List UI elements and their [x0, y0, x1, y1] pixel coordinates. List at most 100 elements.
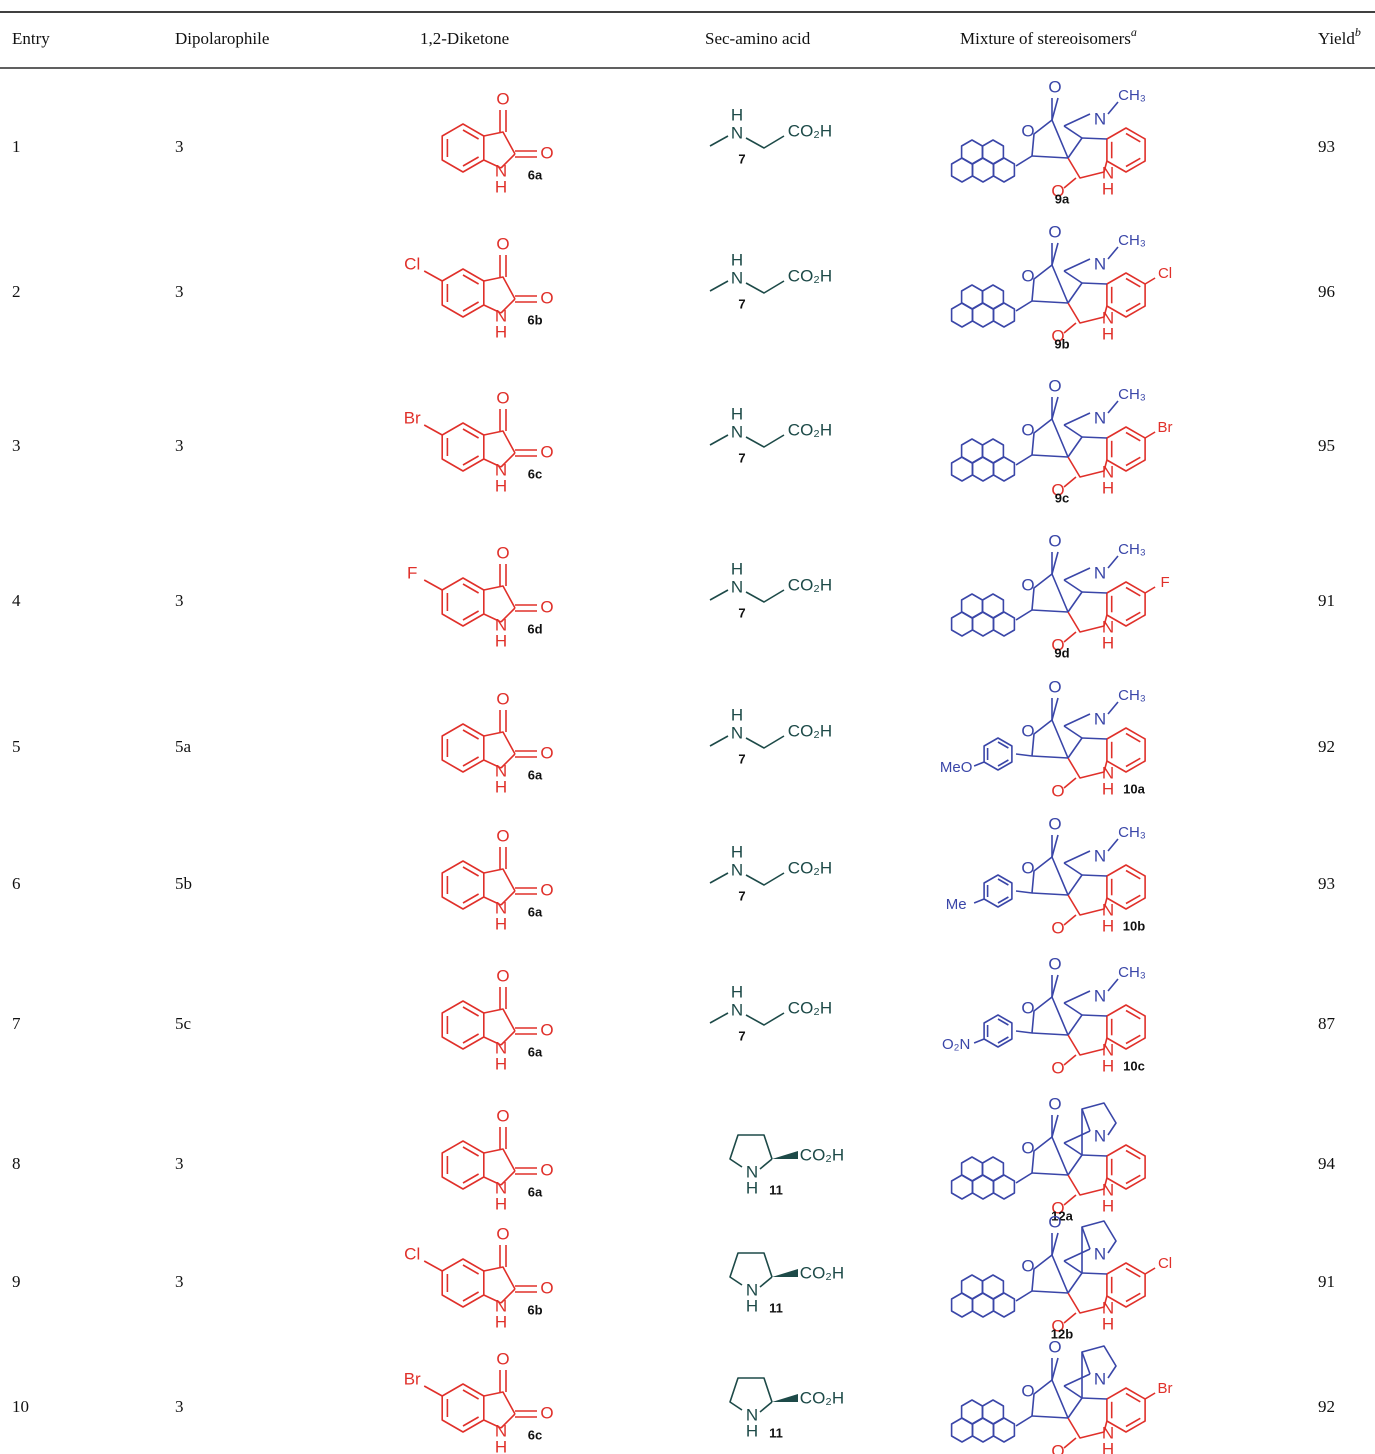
- bond: [1107, 701, 1119, 715]
- atom-label: O: [1051, 1198, 1064, 1217]
- bond: [1031, 155, 1069, 159]
- atom-label: O: [540, 442, 553, 461]
- bond: [745, 735, 785, 749]
- co2h: CO₂H: [788, 858, 832, 877]
- bond: [1051, 396, 1059, 420]
- bond: [981, 1399, 1005, 1425]
- substituent: Cl: [404, 254, 420, 273]
- bond: [1015, 155, 1033, 167]
- atom-label: O: [1048, 1094, 1061, 1113]
- atom-label: O: [1021, 1138, 1034, 1157]
- atom-label: N: [1102, 163, 1114, 182]
- header-text: Mixture of stereoisomers: [960, 29, 1131, 48]
- entry: 8: [12, 1154, 21, 1173]
- bond: [441, 860, 485, 910]
- entry: 10: [12, 1397, 29, 1416]
- bond: [1144, 277, 1156, 285]
- compound-label: 12c: [1051, 1451, 1073, 1454]
- bond: [1067, 1154, 1083, 1176]
- compound-label: 6b: [527, 312, 542, 327]
- column-header: Dipolarophile: [175, 29, 269, 48]
- bond: [1081, 1220, 1117, 1254]
- bond: [500, 298, 516, 314]
- bond: [759, 1401, 773, 1413]
- bond: [483, 759, 502, 769]
- bond: [462, 129, 479, 140]
- bond: [483, 585, 516, 609]
- header-text: Entry: [12, 29, 50, 48]
- bond: [1063, 990, 1091, 1004]
- bond: [709, 280, 729, 292]
- substituent: Cl: [404, 1244, 420, 1263]
- bond: [1031, 1136, 1069, 1176]
- atom-label: O: [540, 743, 553, 762]
- bond: [1067, 1292, 1108, 1314]
- substituent: F: [407, 563, 417, 582]
- compound-label: 6a: [528, 767, 543, 782]
- bond: [1067, 436, 1083, 458]
- yield: 92: [1318, 1397, 1335, 1416]
- atom-label: O: [1048, 814, 1061, 833]
- bond: [1067, 1174, 1108, 1196]
- atom-label: O: [1051, 781, 1064, 800]
- bond: [462, 866, 479, 877]
- bond: [997, 1018, 1009, 1026]
- header-note: b: [1355, 25, 1361, 39]
- dipolarophile: 5c: [175, 1014, 192, 1033]
- bond: [997, 759, 1009, 767]
- atom-label: N: [1102, 1298, 1114, 1317]
- bond: [745, 135, 785, 149]
- atom-label: N: [1094, 254, 1106, 273]
- compound-label: 7: [738, 151, 745, 166]
- bond: [1107, 400, 1119, 414]
- bond: [745, 589, 785, 603]
- atom-label: H: [731, 105, 743, 124]
- bond: [1067, 1014, 1083, 1036]
- bond: [759, 1158, 773, 1170]
- yield: 87: [1318, 1014, 1336, 1033]
- atom-label: N: [495, 615, 507, 634]
- bond: [960, 438, 984, 464]
- atom-label: N: [495, 306, 507, 325]
- bond: [1063, 862, 1083, 876]
- bond: [709, 589, 729, 601]
- bond: [745, 872, 785, 886]
- bond: [709, 135, 729, 147]
- compound-label: 12b: [1051, 1326, 1073, 1341]
- atom-label: N: [1102, 308, 1114, 327]
- bond: [1031, 609, 1069, 613]
- atom-label: O: [1048, 77, 1061, 96]
- bond: [462, 1416, 479, 1427]
- atom-label: H: [1102, 179, 1114, 198]
- co2h: CO₂H: [788, 575, 832, 594]
- bond: [1051, 551, 1059, 575]
- bond: [1015, 1030, 1033, 1034]
- bond: [1125, 431, 1141, 442]
- bond: [483, 731, 516, 755]
- bond: [441, 1000, 485, 1050]
- bond: [500, 1170, 516, 1186]
- wedge-bond: [772, 1151, 798, 1159]
- bond: [483, 430, 516, 454]
- bond: [1051, 1232, 1059, 1256]
- bond: [500, 890, 516, 906]
- atom-label: O: [540, 1160, 553, 1179]
- bond: [483, 1176, 502, 1186]
- entry: 2: [12, 282, 21, 301]
- atom-label: O: [1048, 1337, 1061, 1356]
- compound-label: 9a: [1055, 191, 1070, 206]
- bond: [500, 607, 516, 623]
- entry: 6: [12, 874, 21, 893]
- methyl: CH₃: [1118, 87, 1146, 104]
- atom-label: N: [731, 268, 743, 287]
- aryl-substituent: O₂N: [942, 1036, 970, 1053]
- bond: [1125, 894, 1141, 905]
- atom-label: O: [540, 288, 553, 307]
- substituent: Br: [1158, 1380, 1173, 1397]
- atom-label: N: [1102, 1180, 1114, 1199]
- bond: [1051, 1114, 1059, 1138]
- bond: [1125, 1149, 1141, 1160]
- bond: [1063, 713, 1091, 727]
- bond: [1063, 476, 1077, 488]
- atom-label: O: [540, 1403, 553, 1422]
